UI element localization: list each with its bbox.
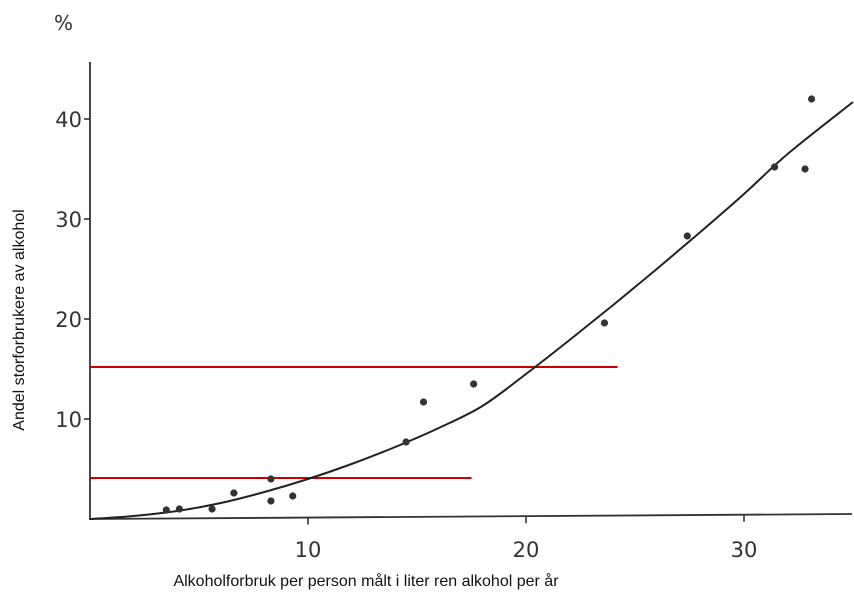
x-ticks: 10 20 30 [295,514,758,562]
axes [89,62,853,520]
data-point-15 [807,95,816,103]
y-unit-label: % [54,11,73,35]
reference-lines [90,366,618,479]
y-tick-label-30: 30 [55,208,82,232]
x-axis-title: Alkoholforbruk per person målt i liter r… [173,572,559,590]
x-axis-line [89,513,853,520]
data-point-1 [162,506,170,514]
y-tick-label-20: 20 [55,308,82,332]
data-point-9 [419,398,428,406]
data-point-3 [208,505,216,513]
data-point-2 [175,505,183,513]
y-ticks: 10 20 30 40 [55,108,90,432]
data-point-13 [770,163,779,171]
data-point-14 [801,165,809,173]
data-point-6 [267,475,275,483]
data-point-5 [267,497,275,505]
x-tick-label-10: 10 [295,538,322,562]
data-points [162,95,816,514]
data-point-4 [230,489,238,497]
x-tick-label-30: 30 [731,538,758,562]
data-point-8 [402,438,410,446]
y-tick-label-40: 40 [55,108,82,132]
data-point-12 [683,232,691,240]
data-point-7 [289,492,297,500]
y-axis-title: Andel storforbrukere av alkohol [11,209,28,430]
y-tick-label-10: 10 [55,408,82,432]
data-point-11 [600,319,609,327]
x-tick-label-20: 20 [513,538,540,562]
trend-curve [89,101,854,520]
data-point-10 [470,380,478,388]
